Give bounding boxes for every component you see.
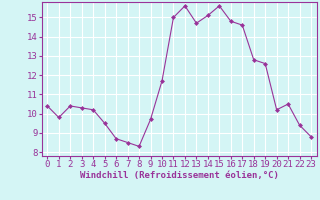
X-axis label: Windchill (Refroidissement éolien,°C): Windchill (Refroidissement éolien,°C) <box>80 171 279 180</box>
